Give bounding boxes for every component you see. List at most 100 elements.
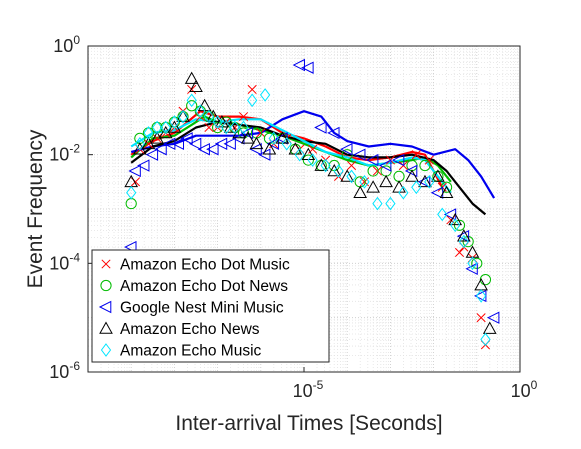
triangle-left-marker bbox=[266, 137, 280, 151]
diamond-marker bbox=[203, 109, 215, 124]
triangle-left-marker bbox=[137, 159, 150, 172]
diamond-marker bbox=[359, 174, 370, 189]
diamond-marker bbox=[346, 169, 357, 184]
triangle-left-marker bbox=[456, 229, 470, 243]
diamond-marker bbox=[320, 158, 331, 173]
diamond-marker bbox=[294, 147, 305, 162]
triangle-left-marker bbox=[240, 126, 254, 140]
diamond-marker bbox=[186, 93, 197, 108]
y-tick-label: 10-4 bbox=[49, 250, 80, 273]
circle-marker bbox=[406, 159, 418, 172]
triangle-up-marker bbox=[314, 158, 329, 171]
legend-entry: Amazon Echo Music bbox=[100, 343, 262, 360]
x-axis-label: Inter-arrival Times [Seconds] bbox=[175, 412, 442, 435]
triangle-up-marker bbox=[465, 245, 480, 258]
diamond-marker bbox=[143, 126, 154, 140]
circle-marker bbox=[453, 219, 466, 231]
data-markers bbox=[124, 58, 500, 350]
triangle-up-marker bbox=[366, 180, 380, 193]
x-marker bbox=[346, 160, 357, 171]
diamond-marker bbox=[229, 120, 241, 135]
triangle-left-marker bbox=[292, 58, 305, 72]
triangle-up-marker bbox=[223, 120, 238, 133]
circle-marker bbox=[186, 100, 198, 112]
triangle-up-marker bbox=[482, 321, 497, 334]
diamond-marker bbox=[333, 164, 344, 178]
x-tick-label: 100 bbox=[511, 378, 538, 401]
triangle-left-marker bbox=[154, 143, 167, 156]
triangle-left-marker bbox=[206, 143, 219, 156]
legend-entry-label: Amazon Echo Music bbox=[120, 343, 262, 360]
triangle-up-marker bbox=[167, 120, 182, 133]
diamond-marker bbox=[177, 109, 189, 124]
diamond-marker bbox=[268, 131, 279, 146]
x-marker bbox=[476, 313, 486, 323]
triangle-up-marker bbox=[405, 169, 419, 182]
triangle-up-marker bbox=[456, 229, 471, 242]
triangle-left-marker bbox=[378, 159, 392, 172]
triangle-left-marker bbox=[188, 137, 202, 151]
triangle-up-marker bbox=[176, 109, 190, 122]
diamond-marker bbox=[126, 185, 137, 200]
y-tick-label: 10-6 bbox=[49, 359, 80, 382]
x-marker bbox=[143, 139, 154, 149]
triangle-up-marker bbox=[353, 185, 368, 198]
triangle-left-marker bbox=[145, 148, 159, 161]
triangle-left-marker bbox=[465, 262, 478, 275]
tick-labels: 10-5 100 10-6 10-4 10-2 100 bbox=[49, 33, 537, 401]
diamond-marker bbox=[212, 115, 223, 129]
circle-marker bbox=[212, 121, 224, 134]
trend-line bbox=[130, 120, 487, 216]
triangle-up-marker bbox=[439, 185, 454, 198]
triangle-left-marker bbox=[223, 137, 236, 151]
diamond-marker bbox=[134, 136, 145, 151]
diamond-marker bbox=[480, 332, 491, 347]
circle-marker bbox=[419, 159, 431, 172]
diamond-marker bbox=[169, 115, 180, 129]
triangle-left-marker bbox=[249, 143, 262, 156]
diamond-marker bbox=[475, 289, 487, 303]
triangle-left-marker bbox=[128, 164, 141, 178]
diamond-marker bbox=[458, 234, 469, 249]
triangle-up-marker bbox=[240, 131, 255, 144]
triangle-up-marker bbox=[379, 174, 393, 188]
triangle-up-marker bbox=[99, 321, 113, 334]
triangle-up-marker bbox=[340, 169, 355, 182]
circle-marker bbox=[302, 154, 314, 166]
diamond-marker bbox=[467, 256, 478, 271]
triangle-left-marker bbox=[180, 132, 193, 145]
x-marker bbox=[372, 166, 382, 176]
legend-entry-label: Google Nest Mini Music bbox=[120, 300, 284, 317]
diamond-marker bbox=[385, 196, 396, 211]
diamond-marker bbox=[450, 218, 461, 233]
diamond-marker bbox=[221, 120, 232, 135]
x-marker bbox=[204, 122, 214, 133]
circle-marker bbox=[100, 279, 112, 292]
diamond-marker bbox=[247, 93, 258, 108]
triangle-left-marker bbox=[98, 300, 112, 314]
x-marker bbox=[454, 247, 465, 258]
y-tick-label: 100 bbox=[53, 33, 80, 56]
trend-line bbox=[130, 110, 496, 199]
x-marker bbox=[424, 155, 434, 165]
x-marker bbox=[101, 259, 111, 269]
triangle-up-marker bbox=[418, 174, 432, 188]
circle-marker bbox=[440, 181, 453, 193]
triangle-left-marker bbox=[162, 137, 176, 151]
diamond-marker bbox=[160, 120, 171, 135]
triangle-left-marker bbox=[327, 126, 340, 140]
legend-entry: Amazon Echo Dot Music bbox=[101, 257, 290, 274]
triangle-up-marker bbox=[431, 169, 445, 182]
circle-marker bbox=[393, 170, 405, 182]
triangle-left-marker bbox=[486, 311, 500, 324]
triangle-left-marker bbox=[353, 148, 366, 161]
trend-line bbox=[130, 115, 452, 183]
triangle-up-marker bbox=[262, 142, 277, 155]
triangle-up-marker bbox=[249, 136, 264, 150]
diamond-marker bbox=[100, 343, 112, 357]
legend-entry: Google Nest Mini Music bbox=[98, 300, 284, 317]
circle-marker bbox=[367, 165, 379, 177]
diamond-marker bbox=[398, 185, 409, 200]
legend-entry-label: Amazon Echo News bbox=[120, 321, 260, 338]
x-marker bbox=[411, 150, 421, 160]
